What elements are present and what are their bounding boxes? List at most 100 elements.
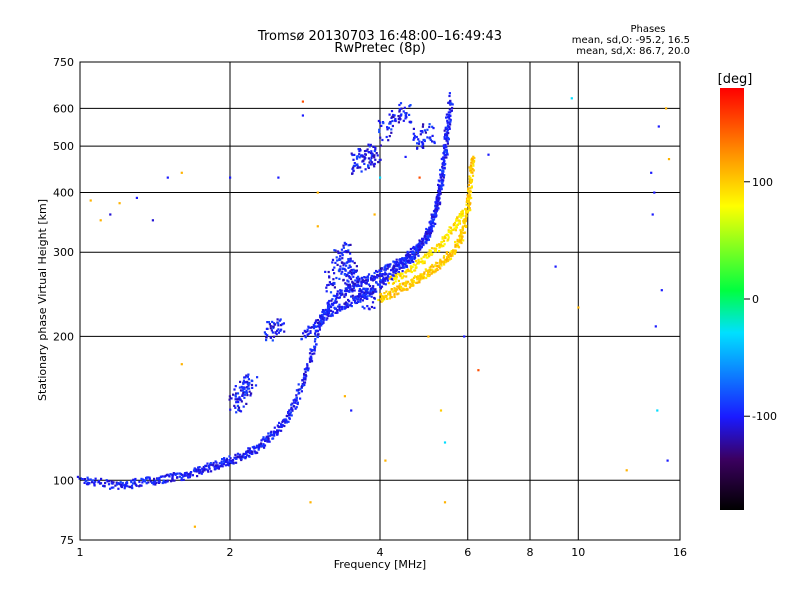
o-blob-point [236,398,239,401]
o-blob-point [244,391,247,394]
x_trace2-point [440,244,443,247]
x_trace-point [405,282,408,285]
o_low-point [123,485,126,488]
o_high-point [437,199,440,202]
o-blob-point [246,380,249,383]
o_low-point [93,483,96,486]
x_trace2-point [402,275,405,278]
o-blob-point [354,279,357,282]
o-blob-point [331,268,335,271]
y-tick-label: 200 [53,330,74,343]
x-tick-label: 2 [227,546,234,559]
o-blob-point [243,381,246,384]
o_low-point [413,248,416,251]
o_low-point [449,118,452,121]
o_low-point [325,311,328,314]
o_low-point [295,406,298,409]
o_low-point [219,465,222,468]
o-blob-point [356,295,359,298]
o_low-point [411,247,415,250]
o_low-point [443,156,446,159]
o-blob-point [390,131,393,134]
o_low-point [314,334,317,337]
o_low-point [313,345,316,348]
o_low-point [314,338,317,341]
o-blob-point [256,376,259,379]
o_high-point [434,208,437,211]
x_trace-point [393,293,396,296]
x_trace-point [400,286,403,290]
o_low-point [162,481,165,484]
colorbar-label: [deg] [718,72,753,87]
o-blob-point [247,384,250,387]
x_trace-point [383,292,386,295]
o-blob-point [367,307,370,310]
o-blob-point [348,284,351,287]
x_trace-point [419,274,422,277]
o-blob-point [402,110,405,113]
x_trace2-point [417,258,420,261]
o_low-point [157,480,160,483]
scatter-point [193,525,196,528]
o_high-point [398,265,401,269]
o-blob-point [344,269,347,272]
o_low-point [225,458,228,461]
o-blob-point [265,339,268,342]
o_low-point [208,465,211,468]
o_low-point [248,451,251,454]
o_low-point [212,461,215,465]
o-blob-point [377,161,380,164]
x_trace2-point [409,265,412,268]
o-blob-point [372,291,375,294]
o-blob-point [269,324,272,328]
o_high-point [413,254,416,257]
o-blob-point [248,390,251,393]
o_low-point [330,305,333,309]
x_trace-point [465,215,468,218]
o-blob-point [379,136,382,139]
o-blob-point [362,159,365,162]
o-blob-point [351,280,354,283]
o_low-point [236,455,239,458]
o_high-point [410,258,413,261]
o-blob-point [347,275,350,278]
o_low-point [246,454,249,457]
o_low-point [308,352,312,355]
o-blob-point [373,296,376,300]
x_trace2-point [411,265,414,269]
o-blob-point [358,156,361,159]
o_low-point [162,479,165,482]
o_low-point [148,478,151,481]
o-blob-point [388,135,391,138]
x_trace2-point [456,223,459,226]
o_low-point [267,439,270,442]
x_trace2-point [399,272,402,275]
o_low-point [179,472,183,476]
o_high-point [364,290,367,293]
o-blob-point [280,328,283,331]
o-blob-point [365,149,368,152]
x_trace2-point [394,273,397,277]
x_trace-point [421,277,424,280]
x_trace2-point [462,214,465,217]
y-tick-label: 300 [53,246,74,259]
o_low-point [154,483,157,486]
o-blob-point [331,283,334,286]
o_low-point [114,484,117,487]
y-tick-label: 500 [53,140,74,153]
o-blob-point [428,137,431,140]
x_trace-point [431,263,434,267]
o_low-point [264,439,267,442]
o_high-point [432,225,435,228]
o_low-point [180,478,183,482]
o_high-point [445,126,448,129]
o_low-point [164,474,167,477]
o_high-point [423,236,426,239]
o_high-point [374,288,377,291]
o_low-point [383,273,386,276]
o_low-point [306,364,309,367]
scatter-point [570,97,573,100]
o-blob-point [386,128,389,131]
o-blob-point [242,405,245,408]
